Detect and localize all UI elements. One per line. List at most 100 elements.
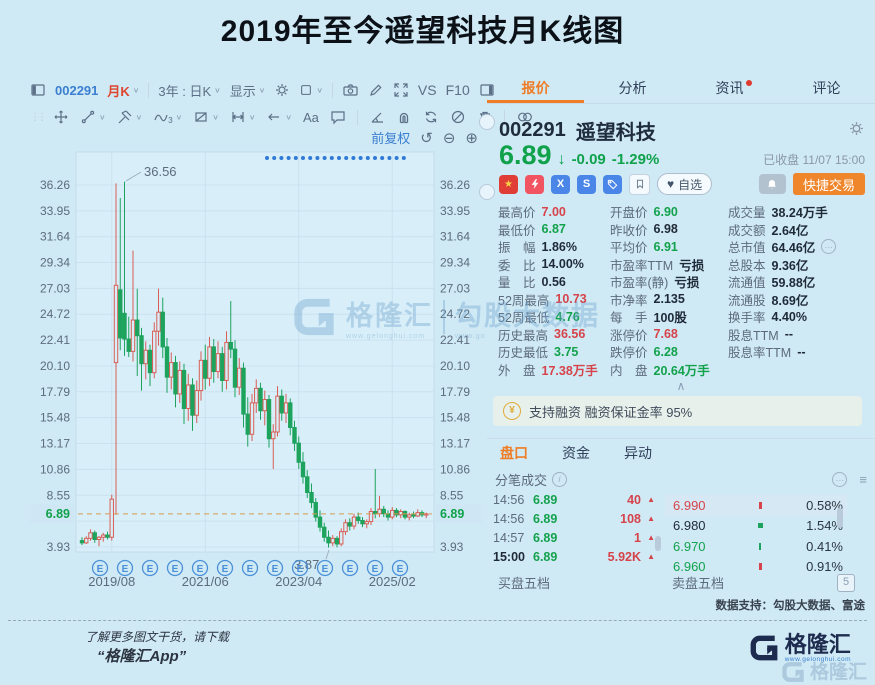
stat-cell: 股息TTM --: [728, 327, 794, 343]
symbol-selector[interactable]: 002291: [55, 82, 99, 98]
fullscreen-icon[interactable]: [393, 82, 409, 98]
stat-cell: 最低价 6.87: [498, 222, 566, 238]
panel-gear-icon[interactable]: [848, 120, 865, 142]
angle-tool-icon[interactable]: [369, 109, 385, 125]
period-selector[interactable]: 月K ∨: [107, 83, 140, 99]
display-menu[interactable]: 显示 ∨: [229, 83, 266, 99]
stock-header: 002291 遥望科技: [499, 116, 865, 145]
adjust-mode-button[interactable]: 前复权: [371, 131, 411, 146]
svg-text:E: E: [172, 564, 179, 575]
stat-cell: 昨收价 6.98: [610, 222, 678, 238]
stat-cell: 市盈率(静) 亏损: [610, 276, 700, 291]
panel-right-icon[interactable]: [479, 82, 495, 98]
footer-divider: [8, 620, 867, 621]
chart-settings-row: 前复权 ↺ ⊖ ⊕: [30, 128, 478, 147]
stat-cell: 最高价 7.00: [498, 204, 566, 221]
svg-text:E: E: [397, 564, 404, 575]
collapse-up-icon[interactable]: ∧: [676, 379, 686, 393]
five-level-quotes[interactable]: 6.990 0.58% 6.980 1.54% 6.970 0.41% 6.960 0.91%: [665, 495, 847, 577]
panel-collapse-handle[interactable]: [479, 114, 495, 130]
quote-level-row: 6.960 0.91%: [673, 559, 843, 575]
svg-text:15.48: 15.48: [40, 411, 70, 425]
subtab-异动[interactable]: 异动: [624, 445, 652, 461]
svg-text:33.95: 33.95: [440, 204, 470, 218]
zoom-out-icon[interactable]: ⊖: [442, 129, 456, 147]
price-down-arrow-icon: ↓: [557, 151, 566, 168]
heart-icon: ♥: [667, 177, 675, 191]
kline-chart[interactable]: 2019/08 2021/06 2023/04 2025/02 36.26 36.26 33…: [30, 148, 482, 608]
badge-row: ★ X S ♥ 自选 快捷交易: [499, 173, 865, 195]
more-options-icon[interactable]: …: [832, 472, 848, 487]
zoom-in-icon[interactable]: ⊕: [465, 129, 478, 147]
subtab-资金[interactable]: 资金: [562, 445, 590, 461]
hide-tool-icon[interactable]: [450, 109, 466, 125]
layout-select-icon[interactable]: ∨: [299, 83, 323, 97]
wave-tool-icon[interactable]: 3 ∨: [153, 109, 182, 125]
vs-compare-button[interactable]: VS: [417, 82, 437, 98]
pattern-tool-icon[interactable]: ∨: [193, 109, 219, 125]
undo-icon[interactable]: ↺: [420, 129, 433, 147]
svg-text:8.55: 8.55: [47, 488, 71, 502]
x-badge-icon[interactable]: X: [551, 174, 570, 194]
stat-cell: 内 盘 20.64万手: [610, 363, 710, 378]
svg-text:E: E: [147, 564, 154, 575]
camera-icon[interactable]: [342, 82, 359, 98]
tab-资讯[interactable]: 资讯: [681, 76, 778, 103]
drag-handle-icon[interactable]: ⋮⋮: [30, 111, 47, 123]
svg-text:27.03: 27.03: [440, 281, 470, 295]
buy-five-toggle[interactable]: 买盘五档: [498, 576, 551, 591]
gear-icon[interactable]: [274, 82, 290, 98]
compare-circles-icon[interactable]: [516, 109, 534, 125]
subtab-盘口[interactable]: 盘口: [500, 445, 528, 461]
cn-market-badge-icon[interactable]: ★: [499, 174, 518, 194]
tag-badge-icon[interactable]: [603, 174, 622, 194]
scrollbar-thumb[interactable]: [837, 508, 843, 528]
svg-text:17.79: 17.79: [440, 385, 470, 399]
svg-text:6.89: 6.89: [46, 507, 70, 521]
footer-promo-line1: 了解更多图文干货，请下载: [85, 630, 230, 644]
stock-code: 002291: [499, 119, 566, 141]
quote-level-row: 6.990 0.58%: [665, 495, 847, 516]
alert-bell-button[interactable]: [758, 174, 786, 194]
gelonghui-footer-logo-watermark: 格隆汇: [781, 660, 867, 684]
svg-text:29.34: 29.34: [40, 255, 70, 269]
magnet-tool-icon[interactable]: [396, 109, 412, 125]
svg-text:2021/06: 2021/06: [182, 574, 229, 589]
layout-panel-icon[interactable]: [30, 82, 46, 98]
margin-badge-icon[interactable]: S: [577, 174, 596, 194]
tick-trades-table[interactable]: 14:56 6.89 40 ▲ 14:56 6.89 108 ▲ 14:57 6.89 1 ▲ 15:0…: [493, 490, 655, 566]
range-preset-selector[interactable]: 3年 : 日K ∨: [158, 83, 221, 99]
more-options-icon[interactable]: …: [821, 239, 837, 255]
bookmark-badge-icon[interactable]: [629, 173, 650, 195]
arrow-tool-icon[interactable]: ∨: [266, 109, 292, 125]
list-view-icon[interactable]: ≡: [859, 472, 867, 487]
stat-cell: 52周最高 10.73: [498, 292, 587, 308]
comment-tool-icon[interactable]: [330, 109, 346, 125]
pencil-icon[interactable]: [368, 82, 384, 98]
chart-toolbar-main: 002291 月K ∨ 3年 : 日K ∨ 显示 ∨ ∨ VS F10: [30, 79, 495, 101]
quick-trade-button[interactable]: 快捷交易: [792, 173, 865, 195]
sell-five-toggle[interactable]: 卖盘五档: [672, 576, 725, 591]
tick-trade-row: 14:56 6.89 40 ▲: [493, 492, 655, 507]
tab-分析[interactable]: 分析: [618, 80, 647, 96]
svg-text:10.86: 10.86: [440, 462, 470, 476]
sync-tool-icon[interactable]: [423, 109, 439, 125]
margin-banner: ¥ 支持融资 融资保证金率 95%: [493, 396, 862, 426]
stat-cell: 跌停价 6.28: [610, 344, 678, 361]
pitchfork-tool-icon[interactable]: ∨: [117, 109, 142, 125]
move-tool-icon[interactable]: [53, 109, 69, 125]
f10-button[interactable]: F10: [445, 82, 470, 98]
trendline-tool-icon[interactable]: ∨: [80, 109, 106, 125]
tab-报价[interactable]: 报价: [487, 76, 584, 103]
measure-tool-icon[interactable]: ∨: [230, 109, 255, 125]
text-tool-icon[interactable]: Aa: [303, 109, 319, 125]
add-favorite-button[interactable]: ♥ 自选: [657, 173, 713, 195]
scrollbar-thumb[interactable]: [655, 536, 661, 551]
panel-collapse-handle[interactable]: [479, 184, 495, 200]
info-icon[interactable]: i: [552, 472, 568, 487]
lightning-badge-icon[interactable]: [525, 174, 544, 194]
stat-cell: 总股本 9.36亿: [728, 258, 809, 273]
svg-text:E: E: [347, 564, 354, 575]
tab-评论[interactable]: 评论: [812, 80, 841, 96]
